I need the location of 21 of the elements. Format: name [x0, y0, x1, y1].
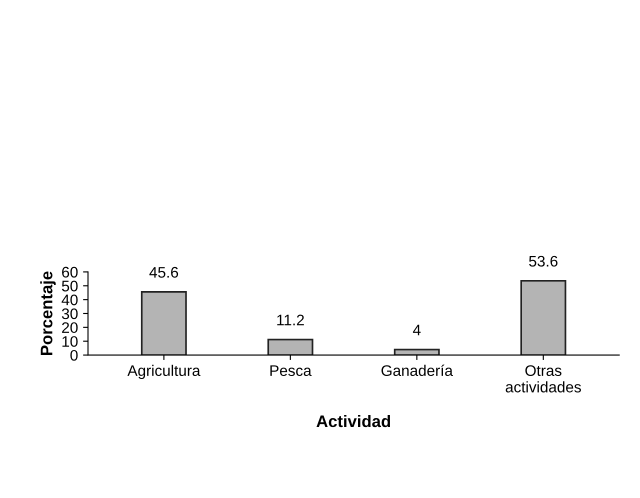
y-tick-label: 10 [62, 336, 78, 347]
y-tick-label: 20 [62, 322, 78, 334]
y-tick-label: 30 [62, 308, 78, 320]
bar [140, 291, 187, 356]
data-label: 11.2 [277, 314, 304, 326]
x-tick-label: Pesca [270, 365, 312, 376]
bar [394, 348, 440, 356]
y-axis-title: Porcentaje [40, 271, 56, 355]
x-axis-title: Actividad [316, 414, 390, 428]
data-label: 53.6 [529, 256, 558, 267]
x-tick-label: Otras actividades [506, 365, 581, 392]
y-tick-label: 40 [62, 294, 78, 306]
y-tick-label: 50 [62, 280, 78, 292]
y-tick-label: 60 [62, 266, 78, 278]
y-tick-label: 0 [70, 350, 78, 361]
bar [267, 338, 314, 356]
data-label: 4 [412, 324, 421, 336]
x-tick-label: Ganadería [382, 364, 453, 376]
bar [520, 280, 566, 356]
data-label: 45.6 [149, 266, 178, 278]
x-tick-label: Agricultura [127, 364, 200, 380]
